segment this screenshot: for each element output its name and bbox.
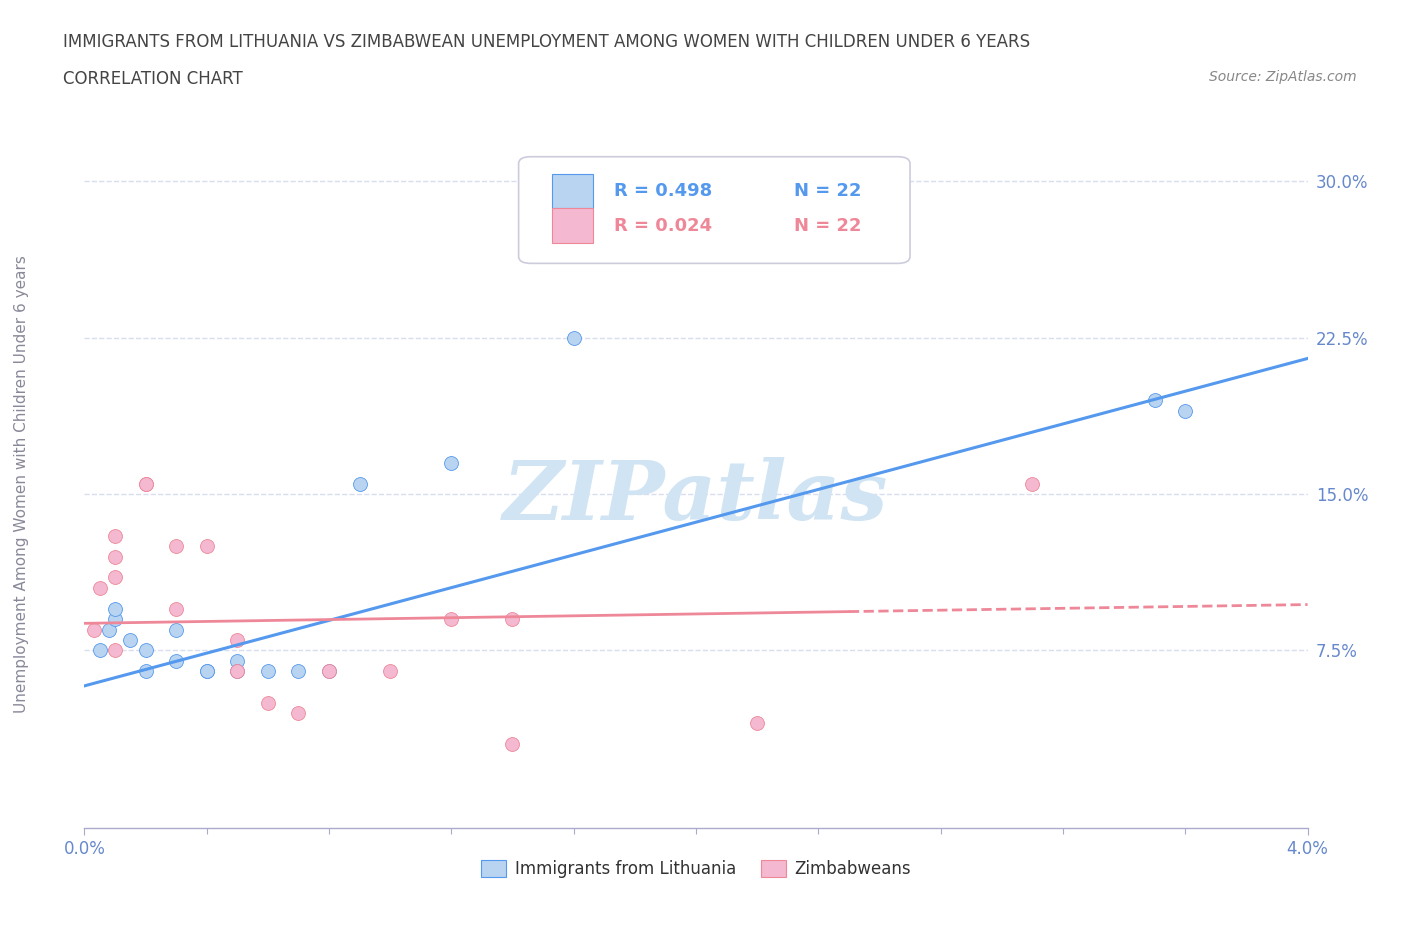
Point [440,612,463,627]
Point [440,456,463,471]
Point [97,622,120,637]
Text: ZIPatlas: ZIPatlas [503,458,889,538]
Point [165,654,187,669]
Point [165,622,187,637]
Point [318,664,340,679]
FancyBboxPatch shape [519,157,910,263]
Point [135,643,157,658]
Legend: Immigrants from Lithuania, Zimbabweans: Immigrants from Lithuania, Zimbabweans [475,853,917,884]
Point [1174,404,1197,418]
Point [1021,476,1043,491]
Point [104,549,127,564]
Point [89,580,111,595]
Text: IMMIGRANTS FROM LITHUANIA VS ZIMBABWEAN UNEMPLOYMENT AMONG WOMEN WITH CHILDREN U: IMMIGRANTS FROM LITHUANIA VS ZIMBABWEAN … [63,33,1031,50]
Text: Unemployment Among Women with Children Under 6 years: Unemployment Among Women with Children U… [14,255,28,712]
Point [89,643,111,658]
Point [226,654,249,669]
Point [1143,392,1166,407]
Point [838,236,860,251]
Text: N = 22: N = 22 [794,217,862,234]
Point [165,538,187,553]
Point [165,602,187,617]
Text: R = 0.498: R = 0.498 [614,182,713,200]
Point [349,476,371,491]
Point [120,632,142,647]
Point [501,612,523,627]
Point [195,538,218,553]
Point [226,632,249,647]
Text: Source: ZipAtlas.com: Source: ZipAtlas.com [1209,70,1357,84]
Point [135,664,157,679]
Point [195,664,218,679]
Text: N = 22: N = 22 [794,182,862,200]
Point [380,664,402,679]
Point [745,716,768,731]
FancyBboxPatch shape [551,174,593,208]
Point [104,528,127,543]
Point [501,737,523,751]
Point [226,664,249,679]
Point [83,622,105,637]
Text: CORRELATION CHART: CORRELATION CHART [63,70,243,87]
Point [287,664,309,679]
Point [135,476,157,491]
Point [226,664,249,679]
Point [562,330,585,345]
Point [195,664,218,679]
Point [257,664,280,679]
Point [104,570,127,585]
Text: R = 0.024: R = 0.024 [614,217,713,234]
Point [104,612,127,627]
Point [257,695,280,710]
Point [287,706,309,721]
Point [135,476,157,491]
Point [318,664,340,679]
FancyBboxPatch shape [551,208,593,243]
Point [104,643,127,658]
Point [104,602,127,617]
